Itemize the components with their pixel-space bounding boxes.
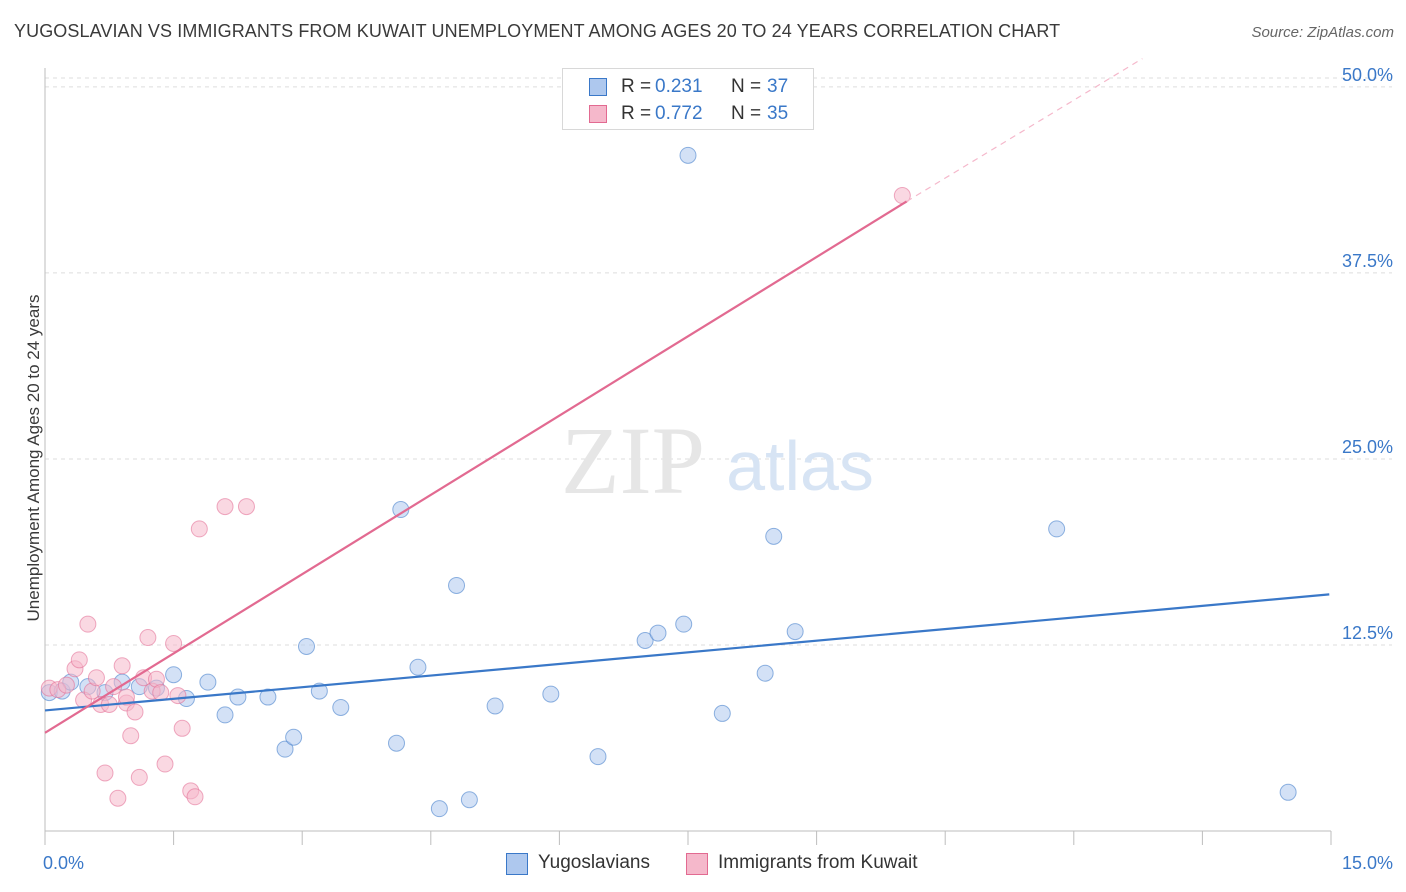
kuwait-point (96, 764, 114, 782)
yugoslavian-point (216, 706, 234, 724)
yugoslavian-point (486, 697, 504, 715)
yugoslavian-point (285, 728, 303, 746)
watermark-atlas: atlas (726, 427, 874, 505)
kuwait-point (130, 768, 148, 786)
yugoslavian-point (1279, 783, 1297, 801)
yugoslavian-point (636, 632, 654, 650)
yugoslavian-point (765, 527, 783, 545)
legend-label-kuwait: Immigrants from Kuwait (718, 852, 918, 873)
yugoslavian-point (297, 637, 315, 655)
x-tick-label: 15.0% (1342, 853, 1393, 873)
n-value: 35 (767, 103, 789, 124)
trend-line-kuwait (44, 200, 908, 734)
kuwait-point (109, 789, 127, 807)
yugoslavian-point (259, 688, 277, 706)
y-axis-label: Unemployment Among Ages 20 to 24 years (24, 294, 43, 622)
yugoslavian-point (388, 734, 406, 752)
yugoslavian-point (756, 664, 774, 682)
kuwait-point (113, 657, 131, 675)
legend-swatch-yugoslavians (506, 853, 528, 875)
kuwait-point (237, 498, 255, 516)
n-label: N = (731, 103, 762, 124)
watermark: ZIP atlas (561, 407, 874, 514)
watermark-zip: ZIP (561, 407, 705, 514)
x-tick-label: 0.0% (43, 853, 84, 873)
yugoslavian-point (460, 791, 478, 809)
yugoslavian-point (165, 666, 183, 684)
yugoslavian-point (448, 576, 466, 594)
legend-swatch-yugoslavians (589, 78, 607, 96)
yugoslavian-point (332, 698, 350, 716)
kuwait-point (173, 719, 191, 737)
n-value: 37 (767, 76, 789, 97)
kuwait-point (117, 688, 135, 706)
kuwait-point (70, 651, 88, 669)
kuwait-point (186, 788, 204, 806)
y-tick-label: 50.0% (1342, 65, 1393, 85)
correlation-legend: R = 0.231 N = 37 R = 0.772 N = 35 (562, 68, 814, 130)
kuwait-point (152, 684, 170, 702)
chart-title: YUGOSLAVIAN VS IMMIGRANTS FROM KUWAIT UN… (14, 21, 1061, 41)
kuwait-point (57, 676, 75, 694)
grid-lines (45, 77, 1392, 646)
r-label: R = (621, 76, 652, 97)
r-value: 0.231 (655, 76, 703, 97)
yugoslavian-point (649, 624, 667, 642)
yugoslavian-point (430, 800, 448, 818)
source-credit: Source: ZipAtlas.com (1251, 24, 1394, 41)
yugoslavian-point (1048, 520, 1066, 538)
legend-label-yugoslavians: Yugoslavians (538, 852, 650, 873)
yugoslavian-point (276, 740, 294, 758)
y-tick-label: 25.0% (1342, 437, 1393, 457)
kuwait-point (169, 687, 187, 705)
kuwait-point (190, 520, 208, 538)
yugoslavian-point (679, 146, 697, 164)
axes (44, 68, 1332, 845)
data-points (40, 146, 1297, 818)
y-tick-label: 12.5% (1342, 623, 1393, 643)
trend-line-kuwait-extension (906, 58, 1143, 202)
yugoslavian-point (542, 685, 560, 703)
kuwait-point (87, 669, 105, 687)
legend-swatch-kuwait (686, 853, 708, 875)
n-label: N = (731, 76, 762, 97)
yugoslavian-point (675, 615, 693, 633)
kuwait-point (126, 703, 144, 721)
trend-lines (44, 58, 1330, 734)
trend-line-yugoslavians (44, 593, 1330, 712)
yugoslavian-point (409, 658, 427, 676)
kuwait-point (216, 498, 234, 516)
tick-labels: 12.5% 25.0% 37.5% 50.0% 0.0% 15.0% (43, 65, 1393, 873)
kuwait-point (122, 727, 140, 745)
kuwait-point (156, 755, 174, 773)
yugoslavian-point (589, 748, 607, 766)
kuwait-point (165, 634, 183, 652)
kuwait-point (139, 629, 157, 647)
yugoslavian-point (713, 704, 731, 722)
r-label: R = (621, 103, 652, 124)
yugoslavian-point (199, 673, 217, 691)
kuwait-point (79, 615, 97, 633)
legend-swatch-kuwait (589, 105, 607, 123)
y-tick-label: 37.5% (1342, 251, 1393, 271)
yugoslavian-point (786, 623, 804, 641)
r-value: 0.772 (655, 103, 703, 124)
